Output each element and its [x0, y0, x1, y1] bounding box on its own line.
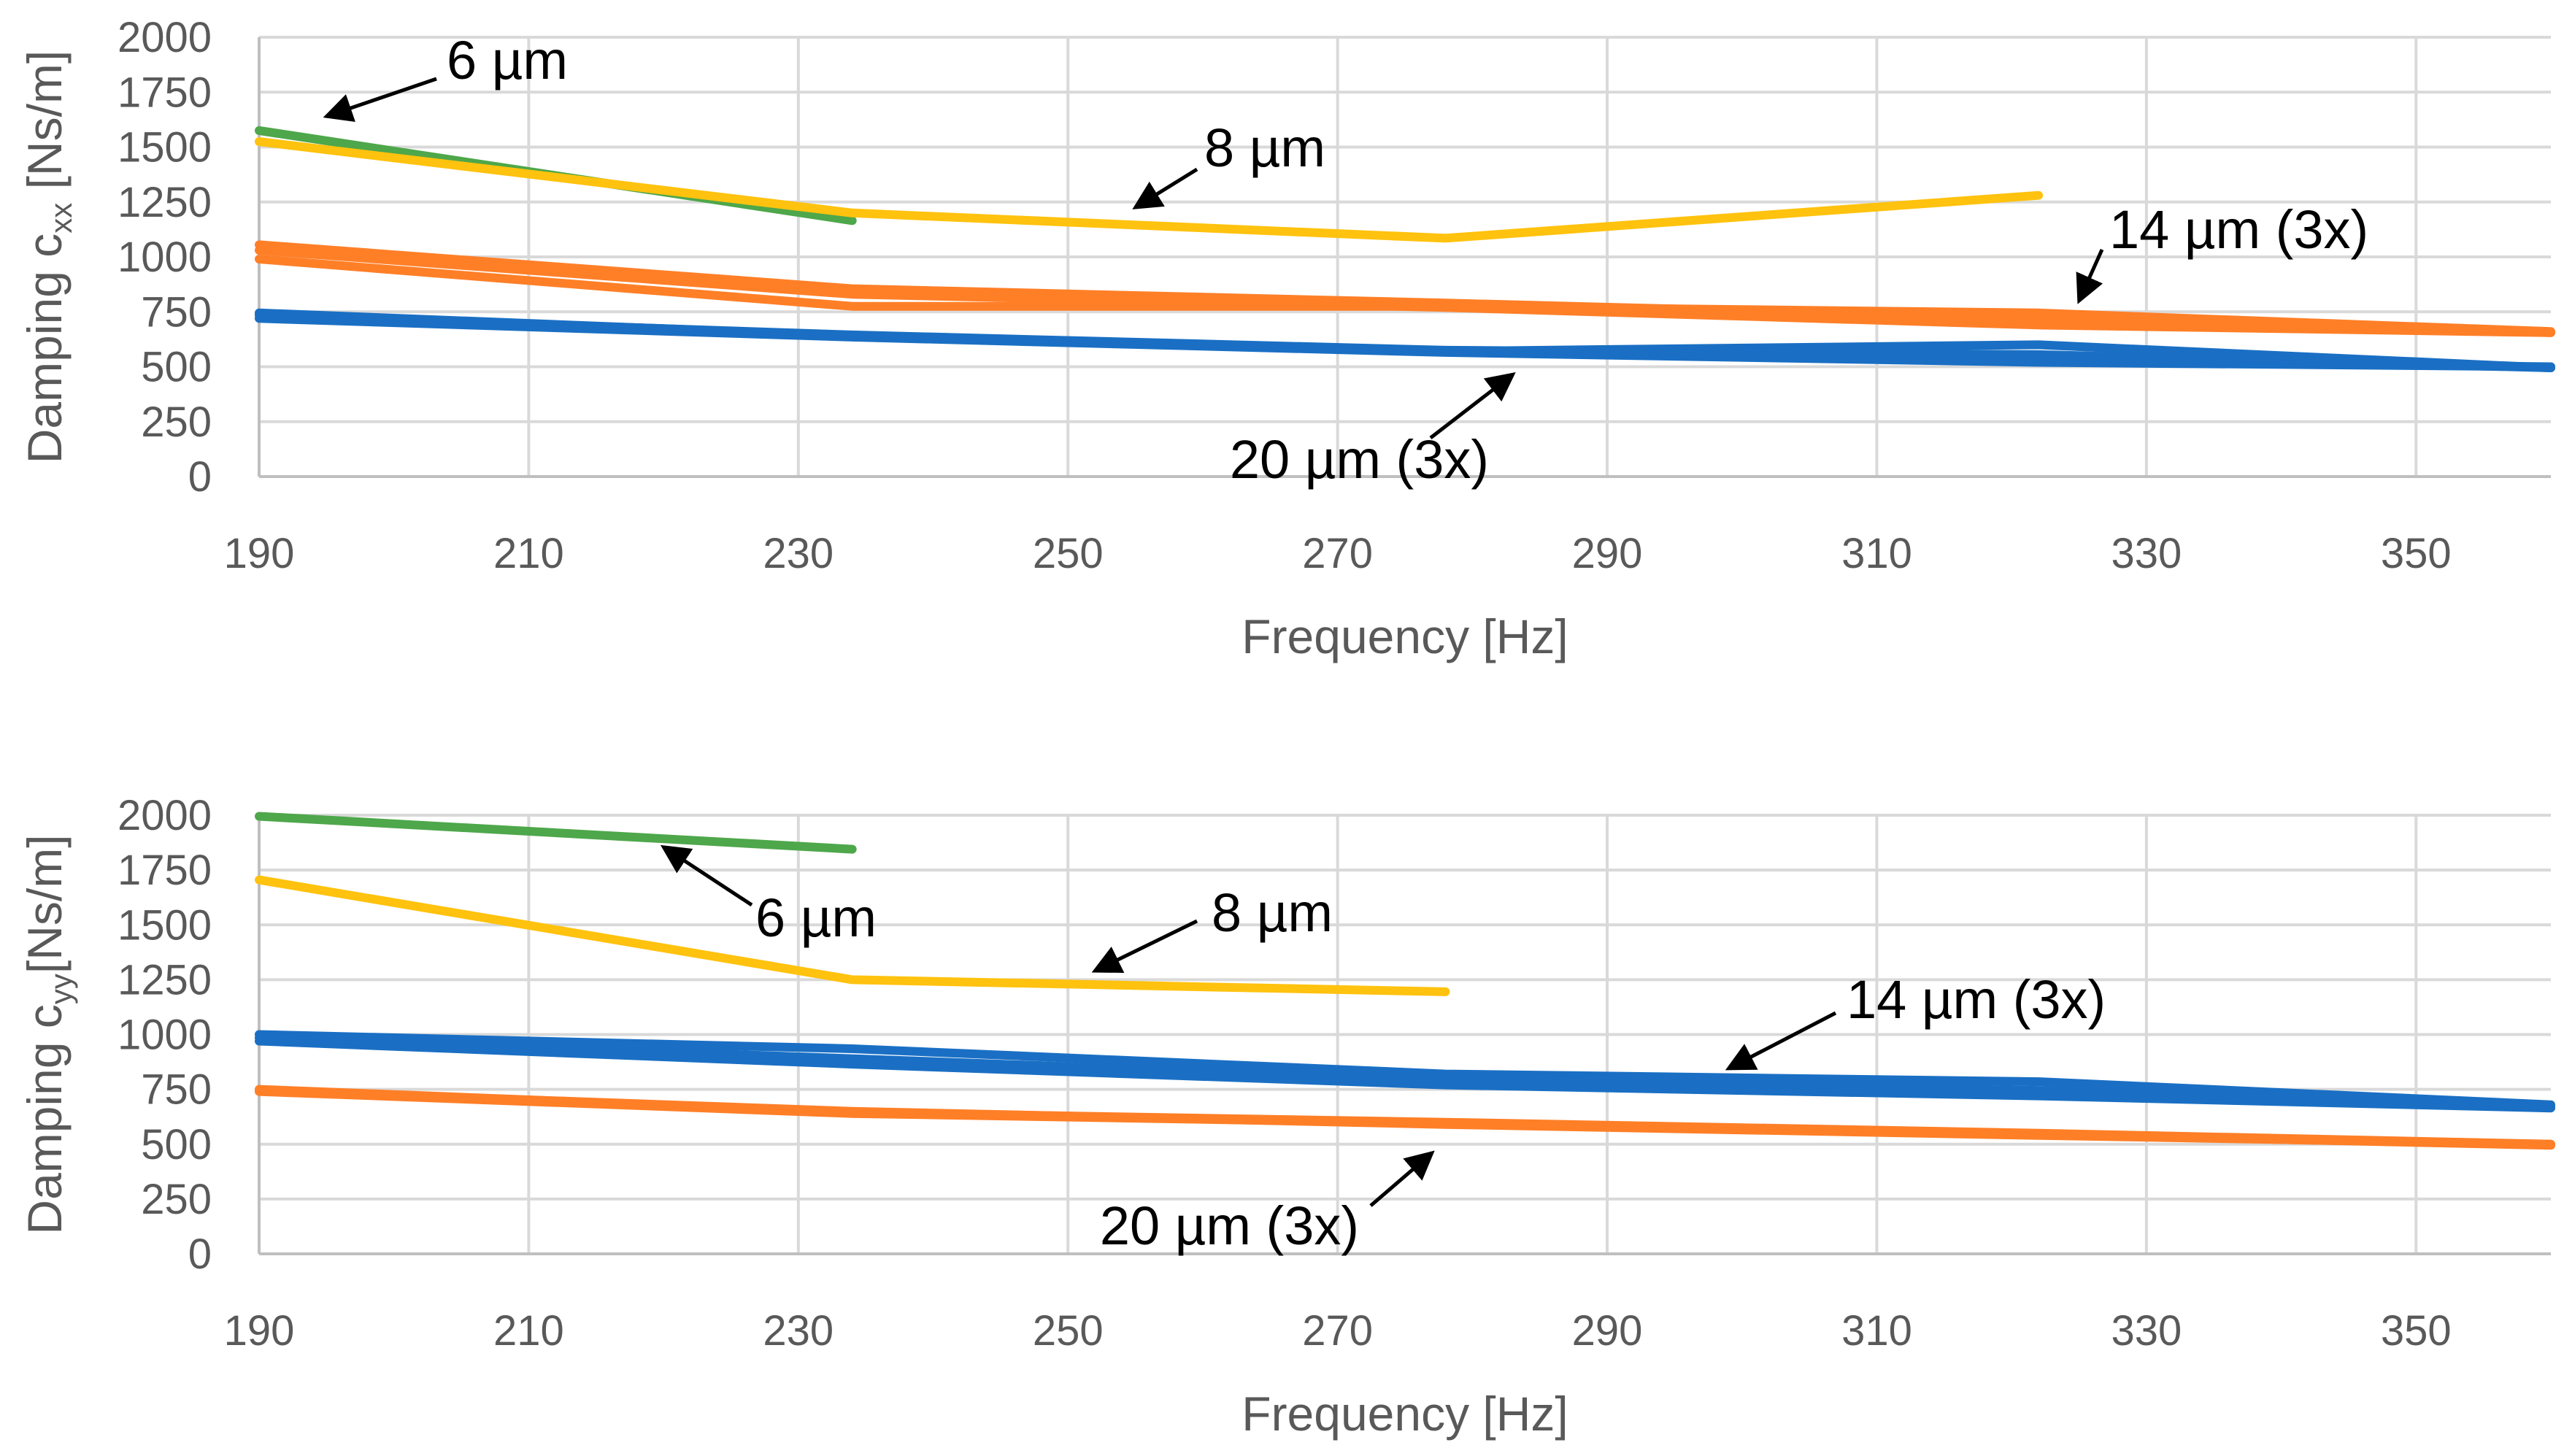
- annotation-label: 14 µm (3x): [2109, 199, 2368, 260]
- series-line-7: [255, 1086, 2555, 1149]
- x-tick-label: 190: [224, 530, 295, 577]
- cyy-chart-panel: 0 250 500 750 1000 1250 1500 1750 2000 190 210 230 2…: [18, 792, 2555, 1441]
- annotation-label: 14 µm (3x): [1847, 969, 2106, 1030]
- y-tick-label: 1500: [118, 124, 212, 172]
- x-tick-label: 230: [763, 1307, 834, 1355]
- x-axis-title: Frequency [Hz]: [1241, 609, 1568, 663]
- annotation-arrow: [1132, 167, 1198, 209]
- x-tick-label: 310: [1841, 530, 1912, 577]
- x-tick-label: 190: [224, 1307, 295, 1355]
- annotation-label: 20 µm (3x): [1100, 1195, 1359, 1256]
- y-tick-label: 2000: [118, 14, 212, 61]
- x-tick-label: 310: [1841, 1307, 1912, 1355]
- annotation-label: 6 µm: [755, 887, 877, 948]
- annotation-arrow: [323, 77, 437, 122]
- y-tick-label: 0: [188, 453, 212, 501]
- annotation-label: 8 µm: [1204, 118, 1325, 178]
- x-tick-label: 350: [2381, 1307, 2452, 1355]
- y-tick-label: 1750: [118, 69, 212, 116]
- y-tick-label: 500: [141, 1121, 212, 1168]
- x-tick-label: 350: [2381, 530, 2452, 577]
- x-tick-label: 270: [1302, 1307, 1373, 1355]
- y-tick-label: 1250: [118, 956, 212, 1004]
- annotation-arrow: [1725, 1011, 1837, 1071]
- series-line-4: [255, 246, 2555, 337]
- x-tick-label: 330: [2111, 530, 2182, 577]
- x-tick-label: 210: [493, 1307, 564, 1355]
- y-tick-label: 1000: [118, 1012, 212, 1059]
- annotation-label: 8 µm: [1212, 882, 1333, 943]
- annotation-arrow: [1429, 371, 1516, 439]
- annotation-arrow: [1091, 919, 1198, 973]
- x-tick-label: 250: [1033, 1307, 1104, 1355]
- x-tick-label: 290: [1572, 530, 1643, 577]
- cxx-chart-panel: 0 250 500 750 1000 1250 1500 1750 2000 190 210 230 2…: [18, 14, 2555, 663]
- annotation-label: 6 µm: [447, 30, 568, 90]
- y-tick-label: 750: [141, 1066, 212, 1114]
- y-axis-title: Damping cyy[Ns/m]: [18, 834, 78, 1234]
- x-tick-label: 250: [1033, 530, 1104, 577]
- y-tick-label: 1250: [118, 179, 212, 226]
- y-tick-label: 250: [141, 398, 212, 446]
- y-tick-label: 1750: [118, 847, 212, 894]
- series-line-1: [255, 875, 1450, 996]
- x-tick-label: 290: [1572, 1307, 1643, 1355]
- y-tick-label: 250: [141, 1176, 212, 1223]
- x-axis-title: Frequency [Hz]: [1241, 1387, 1568, 1441]
- y-tick-label: 750: [141, 288, 212, 336]
- y-axis-title: Damping cxx [Ns/m]: [18, 50, 78, 463]
- annotation-label: 20 µm (3x): [1230, 429, 1489, 490]
- y-tick-label: 1000: [118, 234, 212, 281]
- x-tick-label: 270: [1302, 530, 1373, 577]
- series-line-7: [255, 310, 2555, 372]
- annotation-arrow: [1369, 1150, 1435, 1207]
- y-tick-label: 1500: [118, 901, 212, 949]
- series-line-0: [255, 812, 857, 854]
- x-tick-label: 330: [2111, 1307, 2182, 1355]
- series-line-2: [255, 1030, 2555, 1109]
- annotation-arrow: [660, 844, 753, 907]
- y-tick-label: 500: [141, 344, 212, 391]
- series-line-1: [255, 137, 2044, 243]
- series-line-4: [255, 1033, 2555, 1111]
- x-tick-label: 230: [763, 530, 834, 577]
- y-tick-label: 2000: [118, 792, 212, 839]
- y-tick-label: 0: [188, 1230, 212, 1278]
- x-tick-label: 210: [493, 530, 564, 577]
- annotation-arrow: [2076, 248, 2104, 304]
